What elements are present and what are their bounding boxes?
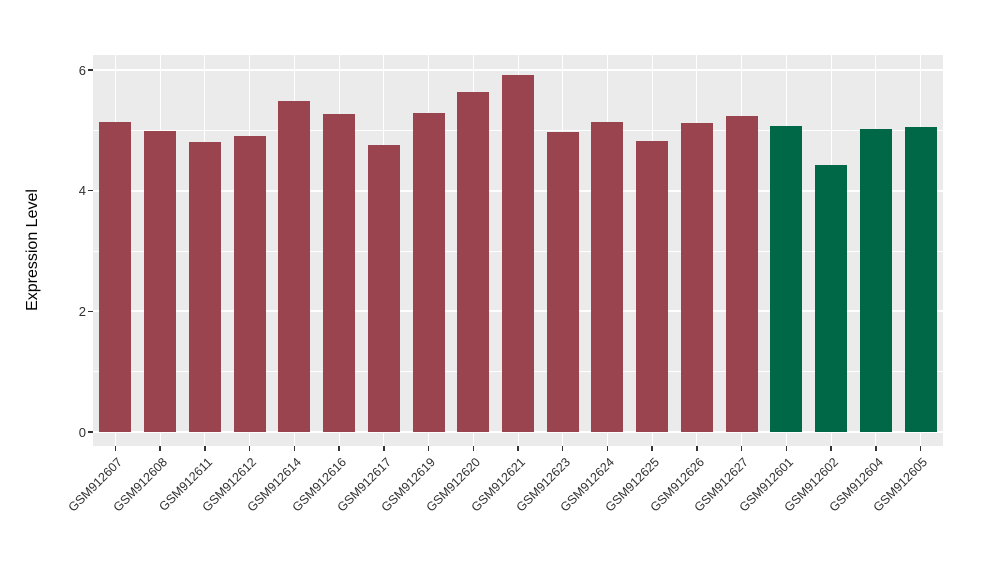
bar-GSM912620 bbox=[457, 91, 490, 432]
y-tick-label: 6 bbox=[78, 62, 86, 78]
x-tick-mark bbox=[472, 446, 474, 451]
bar-GSM912614 bbox=[278, 100, 311, 432]
bar-GSM912604 bbox=[859, 128, 892, 432]
x-tick-mark bbox=[517, 446, 519, 451]
x-tick-mark bbox=[114, 446, 117, 451]
x-tick-mark bbox=[740, 446, 743, 451]
x-tick-mark bbox=[651, 446, 653, 451]
bar-GSM912605 bbox=[904, 126, 937, 432]
y-tick-mark bbox=[88, 189, 93, 192]
bar-GSM912627 bbox=[725, 116, 758, 432]
bar-GSM912625 bbox=[636, 140, 669, 432]
y-tick-label: 2 bbox=[78, 303, 86, 319]
bar-GSM912619 bbox=[412, 112, 445, 432]
x-tick-mark bbox=[785, 446, 788, 451]
y-tick-label: 0 bbox=[78, 424, 86, 440]
bar-GSM912607 bbox=[99, 121, 132, 432]
x-tick-mark bbox=[248, 446, 251, 451]
bar-GSM912601 bbox=[770, 126, 803, 432]
bar-GSM912617 bbox=[367, 144, 400, 432]
x-tick-mark bbox=[293, 446, 296, 451]
x-tick-mark bbox=[427, 446, 430, 451]
x-tick-mark bbox=[383, 446, 385, 451]
y-tick-mark bbox=[88, 310, 93, 313]
bar-GSM912621 bbox=[502, 74, 534, 432]
x-tick-mark bbox=[919, 446, 922, 451]
bar-GSM912624 bbox=[591, 121, 624, 432]
y-tick-label: 4 bbox=[78, 183, 86, 199]
bar-GSM912626 bbox=[680, 123, 713, 432]
bar-GSM912623 bbox=[546, 131, 579, 432]
x-tick-mark bbox=[830, 446, 832, 451]
y-tick-mark bbox=[88, 431, 93, 433]
bar-GSM912611 bbox=[188, 141, 221, 432]
x-tick-mark bbox=[561, 446, 564, 451]
x-tick-mark bbox=[159, 446, 161, 451]
x-tick-mark bbox=[696, 446, 698, 451]
y-axis-title: Expression Level bbox=[24, 189, 41, 311]
bar-GSM912612 bbox=[233, 135, 266, 432]
x-tick-mark bbox=[338, 446, 340, 451]
plot-panel bbox=[93, 55, 943, 446]
bar-GSM912608 bbox=[144, 130, 177, 432]
x-tick-mark bbox=[875, 446, 877, 451]
bar-GSM912602 bbox=[815, 164, 848, 432]
x-tick-mark bbox=[204, 446, 206, 451]
bar-GSM912616 bbox=[323, 114, 356, 432]
y-tick-mark bbox=[88, 69, 93, 71]
x-tick-mark bbox=[606, 446, 609, 451]
